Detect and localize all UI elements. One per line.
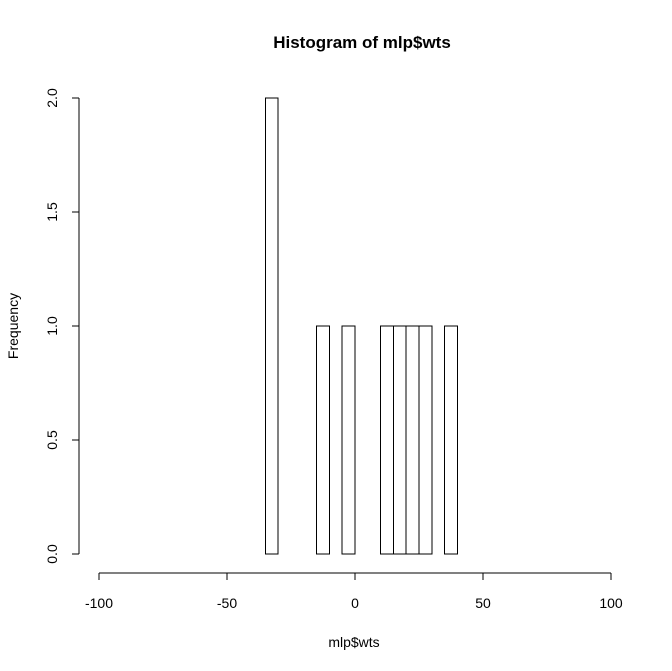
y-tick-label: 1.0 [44, 316, 60, 336]
x-tick-label: 100 [599, 595, 623, 611]
histogram-bar [380, 325, 394, 555]
x-axis-label: mlp$wts [328, 634, 379, 650]
histogram-bar [392, 325, 407, 555]
x-tick-label: 0 [351, 595, 359, 611]
histogram-bar [316, 325, 330, 555]
histogram-bar [264, 97, 279, 555]
x-axis: -100 -50 0 50 100 [85, 572, 623, 611]
y-axis: 0.0 0.5 1.0 1.5 2.0 [44, 88, 80, 564]
histogram-bar [444, 325, 458, 555]
x-tick-label: 50 [475, 595, 491, 611]
x-tick-label: -100 [85, 595, 113, 611]
chart-title: Histogram of mlp$wts [273, 33, 451, 52]
y-tick-label: 2.0 [44, 88, 60, 108]
y-axis-label: Frequency [5, 293, 21, 359]
histogram-bar [405, 325, 420, 555]
y-tick-label: 1.5 [44, 202, 60, 222]
x-tick-label: -50 [217, 595, 237, 611]
histogram-bar [418, 325, 433, 555]
histogram-bars [264, 97, 458, 555]
histogram-bar [341, 325, 356, 555]
y-tick-label: 0.0 [44, 544, 60, 564]
y-tick-label: 0.5 [44, 430, 60, 450]
